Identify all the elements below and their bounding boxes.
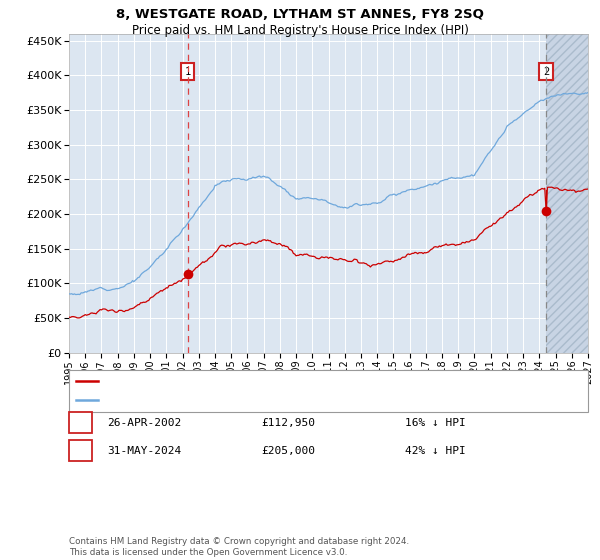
Text: £112,950: £112,950 [261, 418, 315, 428]
Text: 1: 1 [77, 418, 84, 428]
Text: Price paid vs. HM Land Registry's House Price Index (HPI): Price paid vs. HM Land Registry's House … [131, 24, 469, 36]
Text: 42% ↓ HPI: 42% ↓ HPI [405, 446, 466, 456]
Text: 16% ↓ HPI: 16% ↓ HPI [405, 418, 466, 428]
Text: 31-MAY-2024: 31-MAY-2024 [107, 446, 181, 456]
Text: 1: 1 [185, 67, 191, 77]
Text: This data is licensed under the Open Government Licence v3.0.: This data is licensed under the Open Gov… [69, 548, 347, 557]
Text: 26-APR-2002: 26-APR-2002 [107, 418, 181, 428]
Text: 8, WESTGATE ROAD, LYTHAM ST ANNES, FY8 2SQ (detached house): 8, WESTGATE ROAD, LYTHAM ST ANNES, FY8 2… [103, 376, 457, 386]
Text: 8, WESTGATE ROAD, LYTHAM ST ANNES, FY8 2SQ: 8, WESTGATE ROAD, LYTHAM ST ANNES, FY8 2… [116, 8, 484, 21]
Bar [546, 34, 588, 353]
Text: Contains HM Land Registry data © Crown copyright and database right 2024.: Contains HM Land Registry data © Crown c… [69, 537, 409, 546]
Text: HPI: Average price, detached house, Fylde: HPI: Average price, detached house, Fyld… [103, 395, 349, 405]
Text: 2: 2 [77, 446, 84, 456]
Text: 2: 2 [543, 67, 549, 77]
Text: £205,000: £205,000 [261, 446, 315, 456]
